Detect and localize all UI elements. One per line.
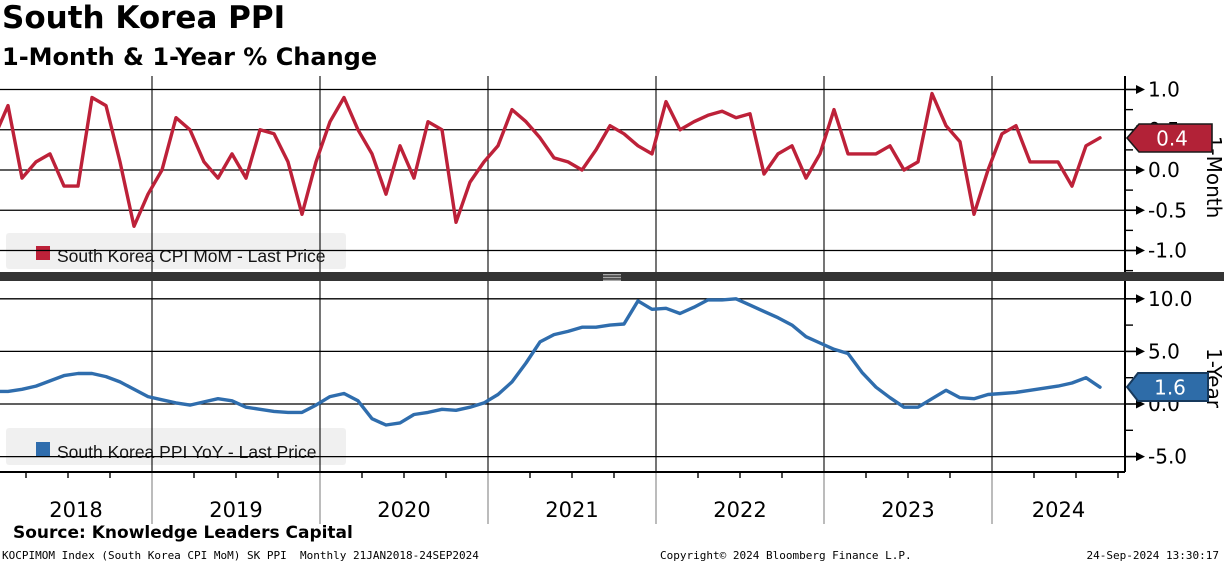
last-price-badge-top-shape <box>1125 123 1213 153</box>
svg-text:2023: 2023 <box>881 498 934 522</box>
last-price-value-top: 0.4 <box>1156 127 1188 151</box>
series-top <box>0 91 1102 229</box>
svg-text:2022: 2022 <box>713 498 766 522</box>
svg-text:2020: 2020 <box>377 498 430 522</box>
svg-text:2021: 2021 <box>545 498 598 522</box>
index-note: KOCPIMOM Index (South Korea CPI MoM) SK … <box>2 549 479 562</box>
svg-text:1.0: 1.0 <box>1148 78 1180 102</box>
svg-text:-0.5: -0.5 <box>1148 198 1187 222</box>
svg-text:2019: 2019 <box>209 498 262 522</box>
svg-text:10.0: 10.0 <box>1148 287 1193 311</box>
legend-swatch-ppi <box>36 442 50 456</box>
plot-area: 20182019202020212022202320241.00.50.0-0.… <box>0 76 1193 524</box>
source-note: Source: Knowledge Leaders Capital <box>13 523 353 543</box>
last-price-value-bottom: 1.6 <box>1154 376 1186 400</box>
page-subtitle: 1-Month & 1-Year % Change <box>2 43 378 71</box>
copyright-note: Copyright© 2024 Bloomberg Finance L.P. <box>660 549 912 562</box>
last-price-badge-top: 0.4 <box>1125 123 1213 153</box>
page-title: South Korea PPI <box>2 0 286 36</box>
axis-title-1-month: 1-Month <box>1202 136 1224 219</box>
legend-label-ppi: South Korea PPI YoY - Last Price <box>57 442 316 462</box>
svg-text:-1.0: -1.0 <box>1148 239 1187 263</box>
panel-divider[interactable] <box>0 272 1224 281</box>
last-price-badge-bottom: 1.6 <box>1125 372 1209 402</box>
legend-swatch-cpi <box>36 246 50 260</box>
legend-box-bottom <box>6 428 346 465</box>
legend-label-cpi: South Korea CPI MoM - Last Price <box>57 246 325 266</box>
panel-divider-bar <box>0 272 1224 281</box>
legend-ppi-yoy[interactable]: South Korea PPI YoY - Last Price <box>6 428 346 465</box>
svg-text:0.0: 0.0 <box>1148 158 1180 182</box>
svg-text:-5.0: -5.0 <box>1148 445 1187 469</box>
svg-text:2024: 2024 <box>1032 498 1085 522</box>
timestamp: 24-Sep-2024 13:30:17 <box>1086 549 1219 562</box>
svg-text:2018: 2018 <box>49 498 102 522</box>
last-price-badge-bottom-shape <box>1125 372 1209 402</box>
svg-text:5.0: 5.0 <box>1148 339 1180 363</box>
series-bottom <box>0 297 1102 427</box>
